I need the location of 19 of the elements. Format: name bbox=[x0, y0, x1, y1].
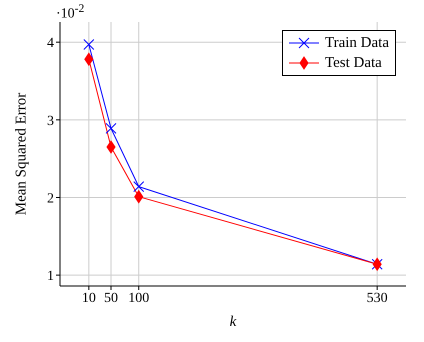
y-tick-label: 2 bbox=[47, 191, 54, 206]
point bbox=[83, 39, 94, 50]
y-tick-label: 4 bbox=[47, 36, 54, 52]
x-axis-title: k bbox=[230, 314, 237, 330]
x-tick-label: 50 bbox=[104, 290, 118, 306]
legend-label: Test Data bbox=[324, 54, 382, 73]
x-tick-label: 530 bbox=[366, 290, 388, 306]
y-tick-label: 1 bbox=[47, 269, 54, 284]
point bbox=[106, 122, 117, 134]
x-tick-label: 100 bbox=[128, 290, 150, 306]
point bbox=[84, 52, 94, 66]
x-tick-label: 10 bbox=[82, 290, 96, 306]
y-axis-title: Mean Squared Error bbox=[13, 92, 30, 216]
text: ·10$^{-2}$ bbox=[56, 2, 84, 23]
y-tick-label: 3 bbox=[47, 114, 54, 129]
point bbox=[134, 190, 144, 204]
legend-label: Train Data bbox=[324, 34, 389, 53]
point bbox=[106, 140, 116, 154]
point bbox=[133, 181, 144, 192]
